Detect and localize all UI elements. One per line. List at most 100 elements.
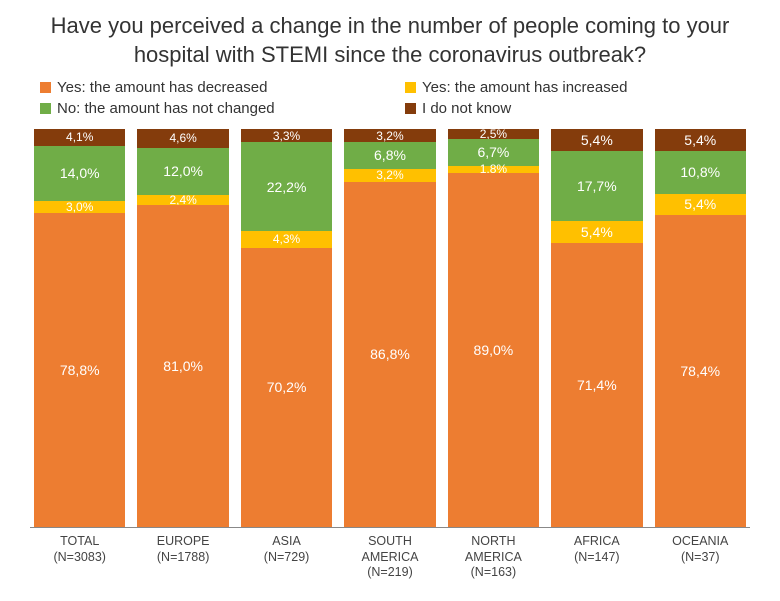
x-axis: TOTAL(N=3083) EUROPE(N=1788) ASIA(N=729) SO… xyxy=(30,528,750,581)
bar-segment-dontknow: 2,5% xyxy=(448,129,539,139)
bar-segment-label: 4,3% xyxy=(273,232,300,246)
bar-segment-decreased: 78,8% xyxy=(34,213,125,527)
bar-segment-decreased: 78,4% xyxy=(655,215,746,527)
bar-segment-label: 14,0% xyxy=(60,165,100,181)
bar-segment-label: 89,0% xyxy=(474,342,514,358)
bar-segment-label: 6,7% xyxy=(477,144,509,160)
bar-segment-label: 17,7% xyxy=(577,178,617,194)
bar-segment-label: 81,0% xyxy=(163,358,203,374)
bar-stack: 3,2%6,8%3,2%86,8% xyxy=(344,129,435,527)
legend: Yes: the amount has decreased Yes: the am… xyxy=(30,79,750,125)
chart-title: Have you perceived a change in the numbe… xyxy=(30,12,750,69)
bar-segment-increased: 3,0% xyxy=(34,201,125,213)
category-n: (N=729) xyxy=(241,550,332,566)
category-n: (N=1788) xyxy=(137,550,228,566)
x-axis-label: AFRICA(N=147) xyxy=(551,534,642,581)
category-name: TOTAL xyxy=(34,534,125,550)
bar-segment-increased: 3,2% xyxy=(344,169,435,182)
category-n: (N=219) xyxy=(344,565,435,581)
bar-segment-nochange: 12,0% xyxy=(137,148,228,196)
bar-segment-label: 3,2% xyxy=(376,168,403,182)
bar-segment-label: 4,1% xyxy=(66,130,93,144)
bar-segment-dontknow: 3,2% xyxy=(344,129,435,142)
bar-column: 5,4% 17,7% 5,4% 71,4% xyxy=(551,129,642,527)
category-n: (N=163) xyxy=(448,565,539,581)
x-axis-label: SOUTH AMERICA(N=219) xyxy=(344,534,435,581)
legend-swatch xyxy=(405,82,416,93)
bar-segment-nochange: 10,8% xyxy=(655,151,746,194)
bar-segment-label: 5,4% xyxy=(684,132,716,148)
bar-stack: 4,1% 14,0% 3,0% 78,8% xyxy=(34,129,125,527)
legend-swatch xyxy=(405,103,416,114)
category-name: SOUTH AMERICA xyxy=(344,534,435,565)
bar-segment-dontknow: 4,1% xyxy=(34,129,125,145)
legend-swatch xyxy=(40,103,51,114)
x-axis-label: ASIA(N=729) xyxy=(241,534,332,581)
legend-item: I do not know xyxy=(405,100,740,117)
bar-segment-dontknow: 5,4% xyxy=(551,129,642,151)
bar-segment-label: 3,0% xyxy=(66,200,93,214)
bar-stack: 4,6% 12,0% 2,4% 81,0% xyxy=(137,129,228,527)
legend-swatch xyxy=(40,82,51,93)
bar-segment-decreased: 86,8% xyxy=(344,182,435,527)
bar-segment-label: 86,8% xyxy=(370,346,410,362)
x-axis-label: NORTH AMERICA(N=163) xyxy=(448,534,539,581)
bar-column: 5,4% 10,8% 5,4% 78,4% xyxy=(655,129,746,527)
legend-item: No: the amount has not changed xyxy=(40,100,375,117)
x-axis-label: EUROPE(N=1788) xyxy=(137,534,228,581)
bar-segment-label: 10,8% xyxy=(680,164,720,180)
bar-segment-label: 4,6% xyxy=(169,131,196,145)
bar-segment-decreased: 81,0% xyxy=(137,205,228,527)
bar-segment-label: 5,4% xyxy=(684,196,716,212)
legend-label: No: the amount has not changed xyxy=(57,100,275,117)
bar-segment-label: 70,2% xyxy=(267,379,307,395)
category-name: ASIA xyxy=(241,534,332,550)
bar-segment-label: 5,4% xyxy=(581,132,613,148)
bar-segment-dontknow: 5,4% xyxy=(655,129,746,150)
category-name: AFRICA xyxy=(551,534,642,550)
category-n: (N=147) xyxy=(551,550,642,566)
category-name: EUROPE xyxy=(137,534,228,550)
bar-column: 2,5% 6,7% 1,8% 89,0% xyxy=(448,129,539,527)
bar-column: 3,3% 22,2% 4,3% 70,2% xyxy=(241,129,332,527)
bar-segment-label: 78,8% xyxy=(60,362,100,378)
category-name: OCEANIA xyxy=(655,534,746,550)
bar-column: 3,2%6,8%3,2%86,8% xyxy=(344,129,435,527)
bar-segment-increased: 5,4% xyxy=(551,221,642,243)
bar-segment-increased: 2,4% xyxy=(137,195,228,205)
bar-column: 4,1% 14,0% 3,0% 78,8% xyxy=(34,129,125,527)
x-axis-label: OCEANIA(N=37) xyxy=(655,534,746,581)
legend-item: Yes: the amount has increased xyxy=(405,79,740,96)
bar-segment-increased: 5,4% xyxy=(655,194,746,215)
bar-stack: 3,3% 22,2% 4,3% 70,2% xyxy=(241,129,332,527)
bar-segment-decreased: 89,0% xyxy=(448,173,539,527)
bar-segment-nochange: 14,0% xyxy=(34,146,125,202)
category-n: (N=3083) xyxy=(34,550,125,566)
legend-label: Yes: the amount has increased xyxy=(422,79,627,96)
bar-segment-label: 3,2% xyxy=(376,129,403,143)
bar-segment-label: 22,2% xyxy=(267,179,307,195)
bar-segment-decreased: 71,4% xyxy=(551,243,642,527)
bar-segment-label: 3,3% xyxy=(273,129,300,143)
bar-segment-dontknow: 4,6% xyxy=(137,129,228,147)
bar-segment-label: 5,4% xyxy=(581,224,613,240)
chart-area: 4,1% 14,0% 3,0% 78,8% 4,6% 12,0% 2,4% 81,0% 3,3%… xyxy=(30,125,750,528)
category-n: (N=37) xyxy=(655,550,746,566)
bar-column: 4,6% 12,0% 2,4% 81,0% xyxy=(137,129,228,527)
bar-segment-label: 12,0% xyxy=(163,163,203,179)
legend-label: I do not know xyxy=(422,100,511,117)
bar-segment-decreased: 70,2% xyxy=(241,248,332,527)
bar-segment-label: 71,4% xyxy=(577,377,617,393)
x-axis-label: TOTAL(N=3083) xyxy=(34,534,125,581)
category-name: NORTH AMERICA xyxy=(448,534,539,565)
bar-segment-label: 78,4% xyxy=(680,363,720,379)
legend-label: Yes: the amount has decreased xyxy=(57,79,267,96)
bar-stack: 5,4% 10,8% 5,4% 78,4% xyxy=(655,129,746,527)
bar-stack: 5,4% 17,7% 5,4% 71,4% xyxy=(551,129,642,527)
bar-stack: 2,5% 6,7% 1,8% 89,0% xyxy=(448,129,539,527)
bar-segment-increased: 4,3% xyxy=(241,231,332,248)
legend-item: Yes: the amount has decreased xyxy=(40,79,375,96)
bar-segment-nochange: 22,2% xyxy=(241,142,332,230)
bar-segment-dontknow: 3,3% xyxy=(241,129,332,142)
bar-segment-increased: 1,8% xyxy=(448,166,539,173)
